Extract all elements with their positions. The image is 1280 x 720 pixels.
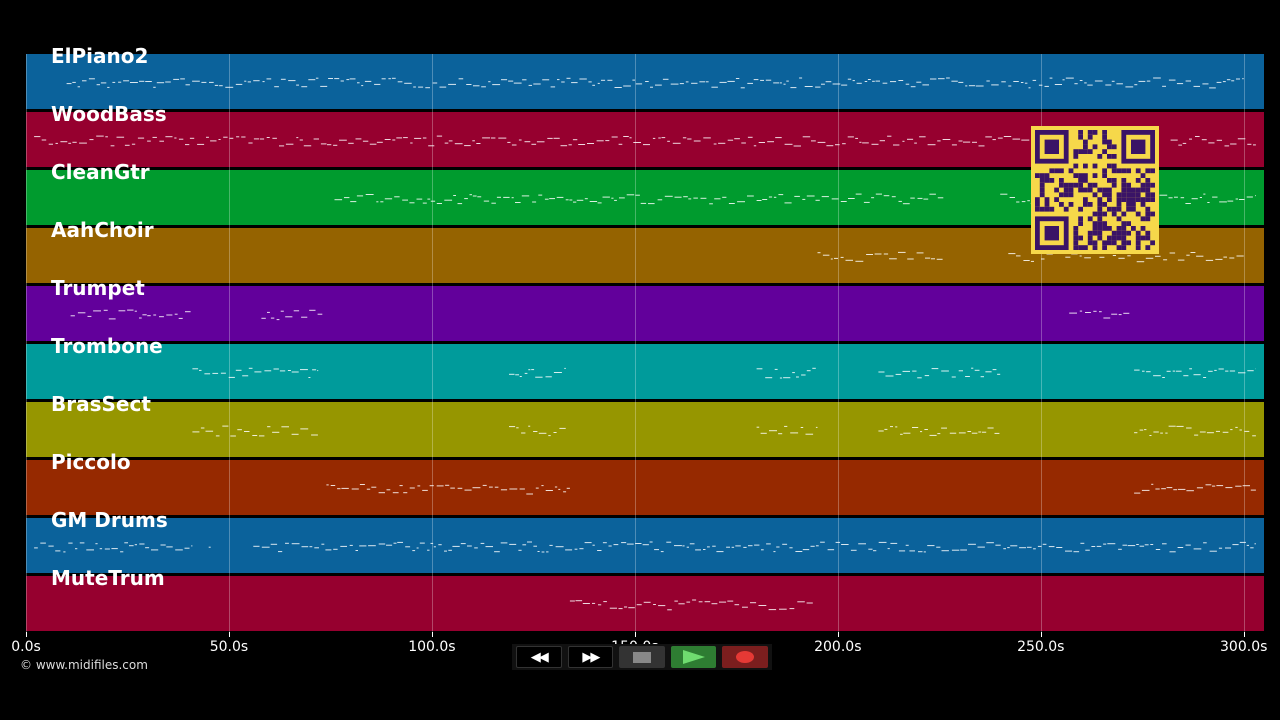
track-name: BrasSect xyxy=(51,392,151,416)
track-name: CleanGtr xyxy=(51,160,150,184)
record-button[interactable] xyxy=(722,646,768,668)
track-name: AahChoir xyxy=(51,218,154,242)
note-roll xyxy=(192,425,1256,437)
fast-forward-button[interactable]: ▶▶ xyxy=(567,646,614,668)
note-roll xyxy=(34,541,1256,553)
track-lane[interactable]: MuteTrum xyxy=(26,568,1264,634)
tick-mark xyxy=(228,632,230,637)
tick-mark xyxy=(1243,632,1245,637)
track-name: MuteTrum xyxy=(51,566,165,590)
track-lane[interactable]: Trombone xyxy=(26,336,1264,402)
stop-button[interactable] xyxy=(619,646,665,668)
tick-label: 250.0s xyxy=(1017,639,1065,655)
tick-mark xyxy=(634,632,636,637)
track-name: ElPiano2 xyxy=(51,44,149,68)
track-name: Piccolo xyxy=(51,450,131,474)
track-lane[interactable]: BrasSect xyxy=(26,394,1264,460)
tick-mark xyxy=(26,632,27,637)
tick-label: 50.0s xyxy=(209,639,249,655)
tick-mark xyxy=(431,632,433,637)
copyright-text: © www.midifiles.com xyxy=(20,658,148,672)
play-button[interactable] xyxy=(670,646,717,668)
track-lane[interactable]: Trumpet xyxy=(26,278,1264,344)
transport-controls: ◀◀ ▶▶ xyxy=(512,644,772,670)
stop-icon xyxy=(633,651,652,663)
tick-label: 0.0s xyxy=(11,639,41,655)
qr-code-pattern xyxy=(1035,130,1155,250)
track-lane[interactable]: GM Drums xyxy=(26,510,1264,576)
note-roll xyxy=(70,309,1130,321)
note-roll xyxy=(817,251,1244,263)
note-roll xyxy=(66,77,1244,89)
track-name: GM Drums xyxy=(51,508,168,532)
note-roll xyxy=(192,367,1256,379)
tick-label: 300.0s xyxy=(1220,639,1268,655)
track-name: Trumpet xyxy=(51,276,145,300)
track-lane[interactable]: ElPiano2 xyxy=(26,46,1264,112)
note-roll xyxy=(34,135,1256,147)
note-roll xyxy=(326,483,1256,495)
track-lane[interactable]: Piccolo xyxy=(26,452,1264,518)
rewind-icon: ◀◀ xyxy=(530,649,549,665)
fast-forward-icon: ▶▶ xyxy=(582,649,600,665)
track-name: WoodBass xyxy=(51,102,167,126)
tick-mark xyxy=(837,632,839,637)
tick-mark xyxy=(1040,632,1042,637)
rewind-button[interactable]: ◀◀ xyxy=(516,646,562,668)
tick-label: 100.0s xyxy=(408,639,456,655)
track-name: Trombone xyxy=(51,334,163,358)
play-icon xyxy=(682,650,705,664)
qr-code-image xyxy=(1031,126,1159,254)
record-icon xyxy=(736,651,755,663)
tick-label: 200.0s xyxy=(814,639,862,655)
note-roll xyxy=(569,599,813,611)
